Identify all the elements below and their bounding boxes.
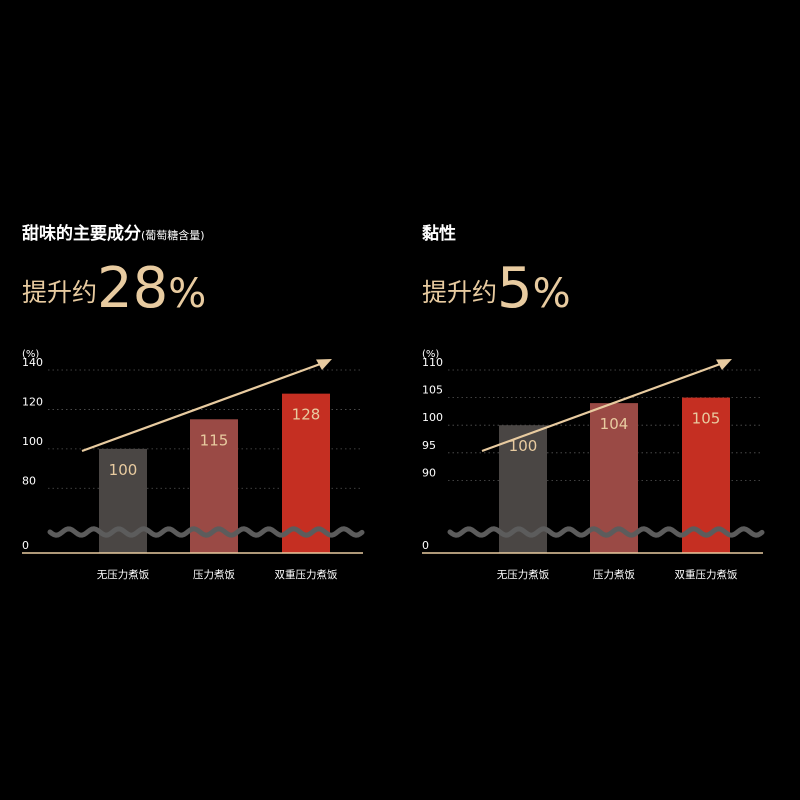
headline: 提升约5% [422, 256, 571, 321]
bar-value-label: 104 [600, 415, 629, 433]
headline-value: 5 [497, 256, 533, 321]
trend-arrow-head [716, 359, 732, 370]
y-tick-label: 0 [22, 539, 29, 552]
y-tick-label: 140 [22, 356, 43, 369]
x-tick-label: 压力煮饭 [593, 568, 635, 581]
chart-title-text: 黏性 [422, 224, 456, 244]
y-tick-label: 120 [22, 395, 43, 408]
bar [282, 393, 330, 553]
y-tick-label: 95 [422, 439, 436, 452]
chart-title: 黏性 [422, 219, 456, 244]
chart-panel-glucose: 甜味的主要成分(葡萄糖含量) 提升约28% (%) 140 120 100 80 0 100… [22, 219, 365, 581]
headline-value: 28 [97, 256, 169, 321]
y-tick-label: 100 [422, 411, 443, 424]
y-tick-label: 80 [22, 474, 36, 487]
y-tick-label: 110 [422, 356, 443, 369]
trend-arrow-line [81, 361, 324, 453]
bar-chart: (%)140 120 100 80 0 100 无压力煮饭 115 压力煮饭 128 双重压力煮饭 [22, 349, 365, 581]
headline-unit: % [532, 271, 571, 317]
bar-chart: (%)110 105 100 95 90 0 100 无压力煮饭 104 压力煮饭 105 双重压力煮… [422, 349, 765, 581]
x-tick-label: 压力煮饭 [193, 568, 235, 581]
headline-prefix: 提升约 [22, 278, 98, 307]
bar-value-label: 105 [692, 410, 721, 428]
axis-break-wave [47, 526, 365, 538]
y-tick-label: 0 [422, 539, 429, 552]
headline-unit: % [168, 271, 207, 317]
trend-arrow-head [316, 359, 332, 370]
y-tick-label: 90 [422, 466, 436, 479]
bar-value-label: 100 [509, 437, 538, 455]
x-tick-label: 双重压力煮饭 [275, 568, 338, 581]
x-tick-label: 无压力煮饭 [97, 568, 150, 581]
y-tick-label: 100 [22, 435, 43, 448]
x-tick-label: 无压力煮饭 [497, 568, 550, 581]
headline: 提升约28% [22, 256, 206, 321]
trend-arrow-line [481, 361, 724, 453]
chart-panel-stickiness: 黏性 提升约5% (%) 110 105 100 95 90 0 100 无压力煮饭 104 压力煮… [400, 0, 800, 800]
y-axis-unit-label: (%) [422, 349, 439, 360]
chart-title-text: 甜味的主要成分 [22, 224, 141, 244]
bar-value-label: 128 [292, 406, 321, 424]
chart-title: 甜味的主要成分(葡萄糖含量) [22, 219, 205, 244]
axis-break-wave [447, 526, 765, 538]
chart-subtitle: (葡萄糖含量) [141, 229, 205, 242]
x-tick-label: 双重压力煮饭 [675, 568, 738, 581]
bar-value-label: 115 [200, 431, 229, 449]
y-tick-label: 105 [422, 384, 443, 397]
bar-value-label: 100 [109, 461, 138, 479]
headline-prefix: 提升约 [422, 278, 498, 307]
y-axis-unit-label: (%) [22, 349, 39, 360]
